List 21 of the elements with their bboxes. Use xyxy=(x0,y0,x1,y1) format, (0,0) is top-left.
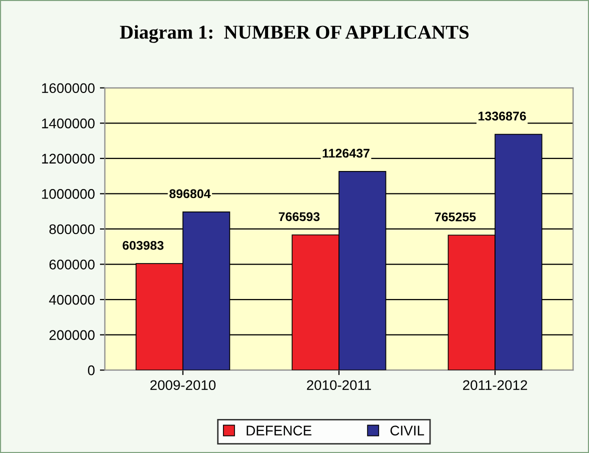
data-label: 766593 xyxy=(278,212,320,222)
y-tick-label: 1000000 xyxy=(42,189,95,199)
y-tick-label: 600000 xyxy=(49,260,95,270)
x-tick-label: 2010-2011 xyxy=(306,380,371,390)
y-tick-label: 1400000 xyxy=(42,118,95,128)
data-label: 896804 xyxy=(169,189,211,198)
chart-title: Diagram 1: NUMBER OF APPLICANTS xyxy=(120,25,469,43)
y-tick-label: 0 xyxy=(88,365,95,376)
y-tick-label: 800000 xyxy=(49,224,95,234)
data-label: 1126437 xyxy=(322,148,370,158)
data-label: 603983 xyxy=(122,240,164,250)
y-tick-label: 200000 xyxy=(49,330,95,340)
y-tick-label: 1600000 xyxy=(42,83,95,94)
data-label: 765255 xyxy=(434,212,476,222)
x-tick-label: 2009-2010 xyxy=(150,380,216,390)
legend-label: CIVIL xyxy=(390,426,424,436)
legend-label: DEFENCE xyxy=(246,426,312,436)
y-tick-label: 400000 xyxy=(49,294,95,305)
y-tick-label: 1200000 xyxy=(42,154,95,164)
data-label: 1336876 xyxy=(478,112,526,121)
x-tick-label: 2011-2012 xyxy=(463,380,528,390)
